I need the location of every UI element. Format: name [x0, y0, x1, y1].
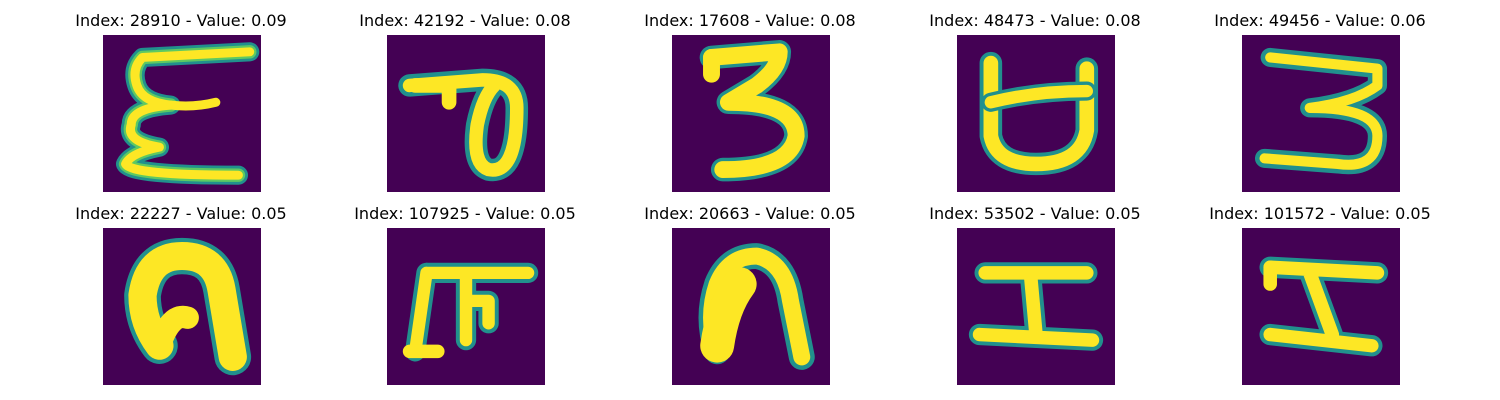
sample-panel: Index: 53502 - Value: 0.05: [915, 204, 1155, 385]
sample-panel: Index: 101572 - Value: 0.05: [1200, 204, 1440, 385]
glyph-image: [957, 35, 1115, 192]
three-glyph: [1254, 47, 1388, 175]
sample-panel: Index: 28910 - Value: 0.09: [61, 11, 301, 192]
sample-panel: Index: 107925 - Value: 0.05: [345, 204, 585, 385]
glyph-image: [1242, 228, 1400, 385]
panel-title: Index: 17608 - Value: 0.08: [644, 11, 856, 30]
sample-panel: Index: 48473 - Value: 0.08: [915, 11, 1155, 192]
panel-title: Index: 53502 - Value: 0.05: [929, 204, 1141, 223]
sample-panel: Index: 20663 - Value: 0.05: [630, 204, 870, 385]
comb-glyph: [402, 262, 539, 362]
sample-panel: Index: 49456 - Value: 0.06: [1200, 11, 1440, 192]
panel-title: Index: 28910 - Value: 0.09: [75, 11, 287, 30]
three-glyph: [699, 40, 808, 182]
glyph-image: [672, 228, 830, 385]
glyph-image: [387, 35, 545, 192]
slanted-i-glyph: [1259, 256, 1389, 357]
panel-title: Index: 22227 - Value: 0.05: [75, 204, 287, 223]
arch-glyph: [124, 237, 252, 376]
panel-title: Index: 107925 - Value: 0.05: [354, 204, 576, 223]
panel-title: Index: 42192 - Value: 0.08: [359, 11, 571, 30]
sample-panel: Index: 42192 - Value: 0.08: [345, 11, 585, 192]
open-e-glyph: [115, 42, 260, 185]
arch-glyph: [698, 243, 815, 370]
cup-glyph: [979, 51, 1099, 176]
glyph-image: [103, 35, 261, 192]
glyph-image: [387, 228, 545, 385]
panel-title: Index: 48473 - Value: 0.08: [929, 11, 1141, 30]
loop-tail-glyph: [398, 68, 529, 182]
panel-title: Index: 101572 - Value: 0.05: [1209, 204, 1431, 223]
sample-panel: Index: 22227 - Value: 0.05: [61, 204, 301, 385]
panel-title: Index: 49456 - Value: 0.06: [1214, 11, 1426, 30]
i-beam-glyph: [968, 262, 1104, 351]
sample-panel: Index: 17608 - Value: 0.08: [630, 11, 870, 192]
glyph-image: [1242, 35, 1400, 192]
glyph-image: [957, 228, 1115, 385]
glyph-image: [672, 35, 830, 192]
panel-title: Index: 20663 - Value: 0.05: [644, 204, 856, 223]
glyph-image: [103, 228, 261, 385]
